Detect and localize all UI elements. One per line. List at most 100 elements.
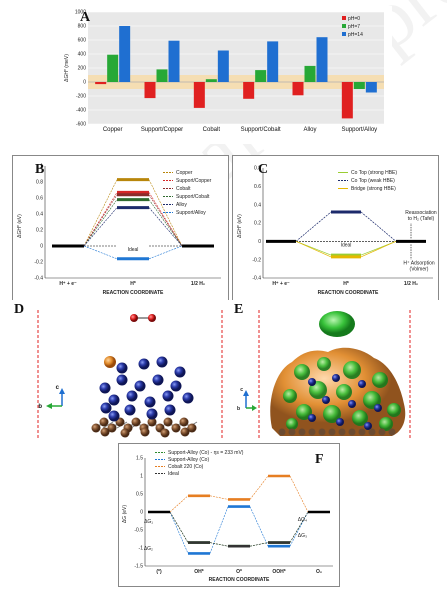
x-category-label: 1/2 H₂ (191, 281, 205, 287)
y-tick-label: 0 (83, 80, 86, 86)
y-tick-label: 1 (140, 474, 143, 480)
axis-c-label: c (56, 385, 60, 391)
connector (148, 245, 183, 260)
x-category-label: (*) (156, 569, 162, 575)
dg-label-3: ΔG₃ (298, 533, 307, 539)
cobalt-atom (336, 418, 344, 426)
connector (83, 207, 118, 247)
oxygen-atom (148, 314, 156, 322)
cobalt-atom (134, 380, 146, 392)
support-atom (348, 428, 356, 436)
charge-lobe (294, 364, 310, 380)
cobalt-atom (174, 366, 186, 378)
x-category-label: 1/2 H₂ (404, 281, 418, 287)
x-category-label: Cobalt (203, 127, 221, 133)
structure-d: cb (37, 310, 223, 438)
connector (83, 245, 118, 260)
cobalt-atom (348, 400, 356, 408)
legend-label: Support/Cobalt (176, 194, 210, 200)
legend-label: Support-Alloy (Co) - ηs = 233 mV) (168, 450, 244, 456)
charge-lobe (323, 405, 341, 423)
x-category-label: H* (343, 281, 349, 287)
legend-label: Ideal (168, 471, 179, 477)
connector (289, 475, 309, 513)
legend-label: Cobalt (176, 186, 191, 192)
x-axis-label: REACTION COORDINATE (103, 290, 164, 296)
connector (169, 511, 189, 554)
y-tick-label: 400 (78, 52, 87, 58)
support-atom (187, 423, 197, 433)
bar (107, 54, 119, 82)
cobalt-atom (116, 362, 128, 374)
connector (360, 241, 397, 258)
panel-b-label: B (35, 162, 45, 177)
y-tick-label: -0.2 (34, 260, 43, 266)
annotation-volmer: H⁺ Adsorption (403, 260, 434, 266)
y-tick-label: -600 (76, 122, 86, 128)
chart-b: 1 0.8 0.6 0.4 0.2 0 -0.2 -0.4 ΔGH* (eV) Ideal H⁺ +… (17, 164, 221, 296)
cobalt-atom (182, 392, 194, 404)
cobalt-atom (162, 390, 174, 402)
connector (295, 241, 332, 258)
connector (148, 194, 183, 247)
dg-label-1: ΔG₁ (144, 519, 153, 525)
y-tick-label: 0.6 (36, 196, 43, 202)
support-atom (160, 428, 170, 438)
bar (205, 79, 217, 82)
axis-b-label: b (237, 406, 240, 412)
support-atom (378, 428, 386, 436)
legend-swatch (342, 32, 346, 36)
panel-f: 1.5 1 0.5 0 -0.5 -1 -1.5 ΔG (eV) ΔG₁ ΔG₂ ΔG₃ ΔG₄ (*)… (118, 443, 340, 587)
legend-label: Cobalt 220 (Co) (168, 464, 204, 470)
connector (249, 506, 269, 547)
support-atom (147, 417, 157, 427)
legend-swatch (342, 16, 346, 20)
y-tick-label: 0 (258, 239, 261, 245)
support-atom (278, 428, 286, 436)
bar (353, 82, 365, 89)
legend-label: Support/Alloy (176, 210, 206, 216)
support-atom (368, 428, 376, 436)
legend-label: Support-Alloy (Co) (168, 457, 209, 463)
cobalt-atom (108, 410, 120, 422)
support-atom (180, 427, 190, 437)
support-atom (99, 417, 109, 427)
y-tick-label: -400 (76, 108, 86, 114)
x-category-label: Support/Alloy (341, 127, 377, 133)
y-tick-label: 200 (78, 66, 87, 72)
y-axis-label: ΔGH* (eV) (17, 214, 23, 238)
bar (193, 82, 205, 108)
connector (209, 506, 229, 554)
x-category-label: Support/Cobalt (241, 127, 281, 133)
bar (217, 50, 229, 82)
y-tick-label: 0.5 (136, 492, 143, 498)
cobalt-atom (100, 402, 112, 414)
cobalt-atom (99, 382, 111, 394)
support-atom (318, 428, 326, 436)
y-tick-label: 0.4 (254, 202, 261, 208)
cobalt-atom (144, 396, 156, 408)
support-atom (358, 428, 366, 436)
axis-b-head (252, 405, 257, 411)
panel-b: 1 0.8 0.6 0.4 0.2 0 -0.2 -0.4 ΔGH* (eV) Ideal H⁺ +… (12, 155, 229, 302)
y-tick-label: -0.5 (134, 528, 143, 534)
support-atom (328, 428, 336, 436)
bar (168, 40, 180, 82)
cobalt-atom (146, 408, 158, 420)
support-atom (131, 417, 141, 427)
cobalt-atom (322, 396, 330, 404)
connector (83, 194, 118, 247)
support-atom (288, 428, 296, 436)
support-atom (120, 428, 130, 438)
legend-label: Alloy (176, 202, 187, 208)
support-atom (171, 423, 181, 433)
support-atom (338, 428, 346, 436)
y-tick-label: 0.8 (36, 180, 43, 186)
copper-atom (104, 356, 116, 368)
bar (243, 82, 255, 99)
connector (148, 207, 183, 247)
x-axis-label: REACTION COORDINATE (318, 290, 379, 296)
cobalt-atom (170, 380, 182, 392)
support-atom (91, 423, 101, 433)
